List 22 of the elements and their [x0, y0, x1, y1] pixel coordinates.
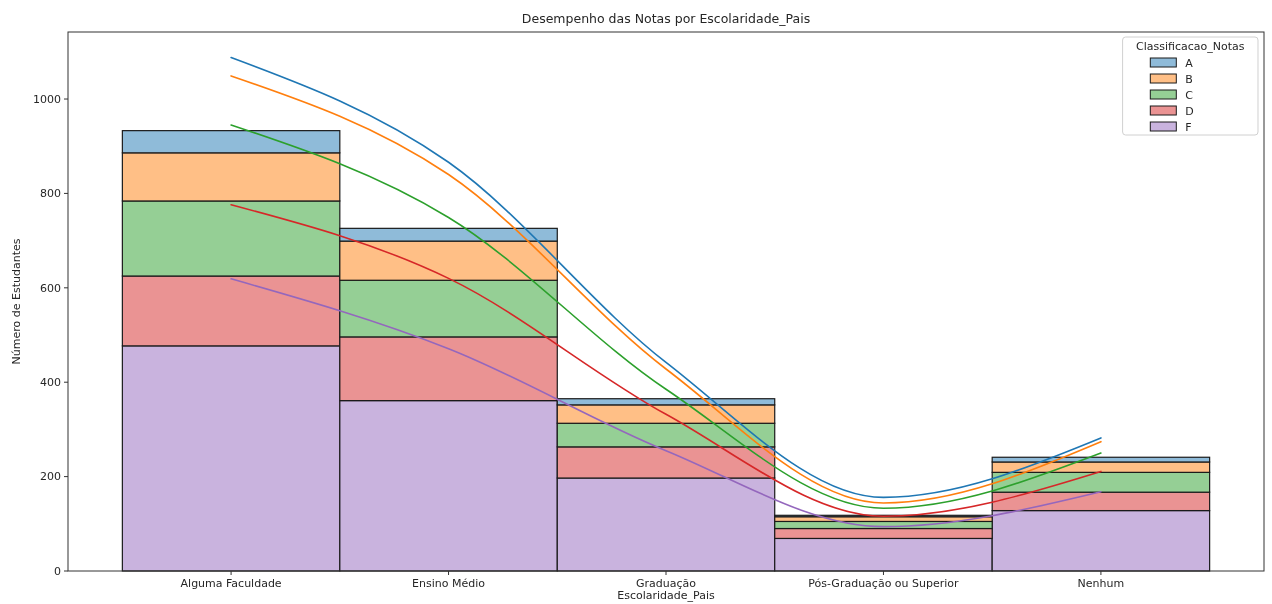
x-tick-label: Ensino Médio [412, 577, 486, 590]
legend-label: D [1185, 104, 1194, 118]
legend-label: A [1185, 56, 1194, 70]
line-series [230, 203, 1102, 518]
y-tick-label: 0 [54, 564, 61, 578]
chart-title: Desempenho das Notas por Escolaridade_Pais [521, 11, 811, 26]
x-tick-label: Graduação [635, 577, 697, 590]
legend-label: F [1185, 120, 1192, 134]
x-tick-label: Nenhum [1077, 577, 1125, 590]
y-axis-title: Número de Estudantes [10, 238, 23, 365]
x-tick-label: Alguma Faculdade [180, 577, 282, 590]
line-series [230, 278, 1102, 528]
legend-label: B [1185, 72, 1193, 86]
y-tick-label: 800 [40, 187, 61, 201]
x-axis-title: Escolaridade_Pais [617, 589, 715, 602]
x-tick-label: Pós-Graduação ou Superior [808, 577, 960, 590]
legend-label: C [1185, 88, 1194, 102]
y-tick-label: 400 [40, 376, 61, 390]
y-tick-label: 600 [40, 281, 61, 295]
legend-title: Classificacao_Notas [1136, 40, 1245, 53]
y-tick-label: 1000 [33, 92, 61, 106]
y-tick-label: 200 [40, 470, 61, 484]
